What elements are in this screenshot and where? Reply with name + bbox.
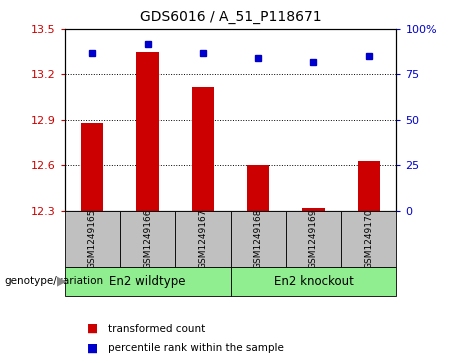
Bar [120, 211, 175, 267]
Bar [192, 86, 214, 211]
Text: ■: ■ [87, 342, 98, 355]
Bar [247, 165, 269, 211]
Text: En2 wildtype: En2 wildtype [109, 275, 186, 288]
Bar [175, 211, 230, 267]
Bar [65, 267, 230, 296]
Bar [230, 211, 286, 267]
Text: ▶: ▶ [58, 275, 67, 288]
Bar [341, 211, 396, 267]
Text: transformed count: transformed count [108, 323, 206, 334]
Bar [286, 211, 341, 267]
Bar [136, 52, 159, 211]
Text: GSM1249169: GSM1249169 [309, 208, 318, 269]
Text: En2 knockout: En2 knockout [273, 275, 354, 288]
Bar [230, 267, 396, 296]
Text: percentile rank within the sample: percentile rank within the sample [108, 343, 284, 354]
Bar [358, 160, 380, 211]
Text: GSM1249166: GSM1249166 [143, 208, 152, 269]
Bar [302, 208, 325, 211]
Text: genotype/variation: genotype/variation [5, 276, 104, 286]
Text: GSM1249165: GSM1249165 [88, 208, 97, 269]
Title: GDS6016 / A_51_P118671: GDS6016 / A_51_P118671 [140, 10, 321, 24]
Bar [81, 123, 103, 211]
Text: GSM1249168: GSM1249168 [254, 208, 263, 269]
Text: ■: ■ [87, 322, 98, 335]
Text: GSM1249167: GSM1249167 [198, 208, 207, 269]
Text: GSM1249170: GSM1249170 [364, 208, 373, 269]
Bar [65, 211, 120, 267]
